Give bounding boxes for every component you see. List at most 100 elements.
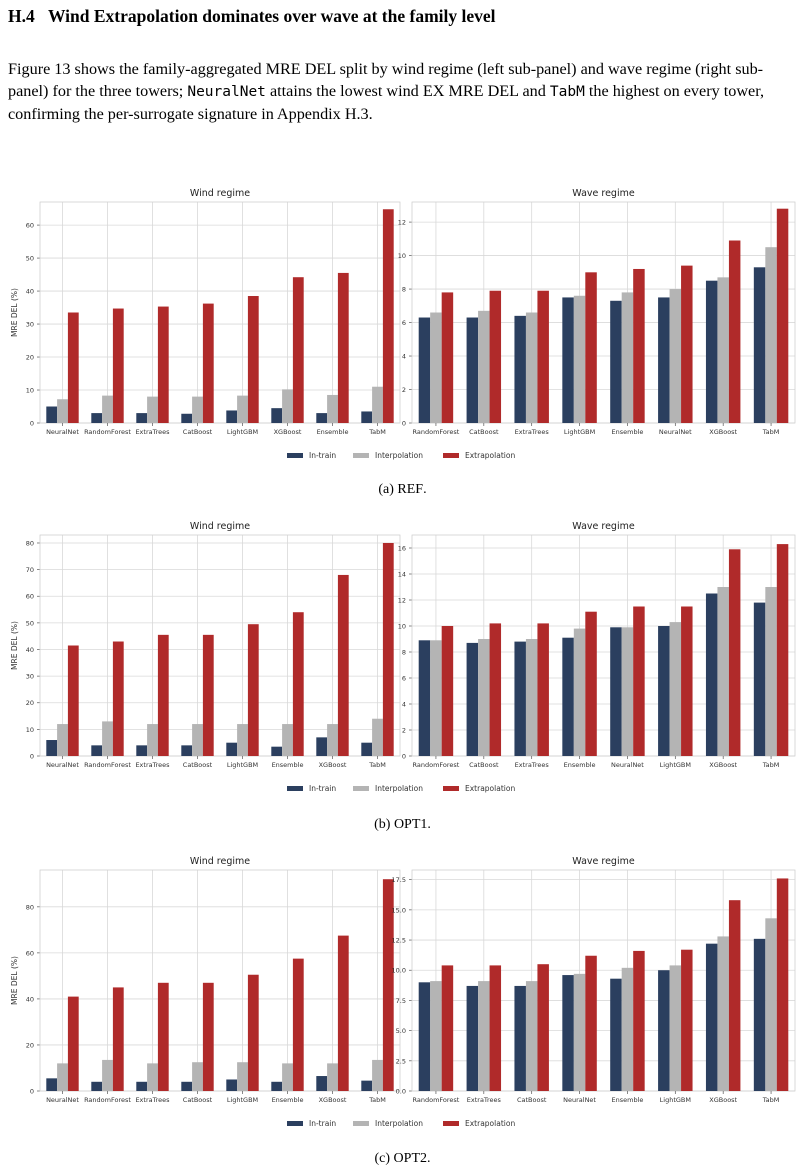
bar-extrapolation-lightgbm <box>247 296 259 423</box>
y-tick-label: 30 <box>26 321 34 329</box>
chart-title: Wind regime <box>190 856 250 867</box>
caption-ref-prefix: (a) <box>378 482 398 497</box>
chart-panel-wave: Wave regime 0 2 4 6 8 10 12 14 16 RandomForest CatB… <box>398 521 796 769</box>
bar-in-train-xgboost <box>705 280 718 423</box>
bar-extrapolation-catboost <box>489 623 502 756</box>
x-tick-label: NeuralNet <box>563 1096 596 1104</box>
bar-in-train-lightgbm <box>658 970 670 1091</box>
x-tick-label: TabM <box>762 761 780 769</box>
y-axis-label: MRE DEL (%) <box>10 956 19 1005</box>
y-tick-label: 0 <box>30 420 34 428</box>
x-tick-label: TabM <box>762 1096 780 1104</box>
bar-extrapolation-xgboost <box>337 574 349 756</box>
x-tick-label: LightGBM <box>227 1096 258 1104</box>
y-tick-label: 0 <box>30 1088 34 1096</box>
bar-in-train-ensemble <box>610 300 622 423</box>
y-axis-label: MRE DEL (%) <box>10 621 19 670</box>
bar-interpolation-neuralnet <box>57 1063 68 1092</box>
bar-interpolation-catboost <box>478 639 490 756</box>
legend-label-extrapolation: Extrapolation <box>465 1119 515 1128</box>
bar-extrapolation-randomforest <box>112 308 124 423</box>
plot-frame <box>411 534 796 757</box>
y-tick-label: 30 <box>26 673 34 681</box>
bar-extrapolation-ensemble <box>585 611 597 756</box>
y-tick-label: 12.5 <box>392 937 406 945</box>
bar-interpolation-lightgbm <box>237 1062 248 1091</box>
chart-title: Wave regime <box>572 188 635 199</box>
bar-in-train-tabm <box>361 1080 373 1091</box>
y-tick-label: 12 <box>398 597 406 605</box>
bar-extrapolation-tabm <box>382 209 394 423</box>
bar-extrapolation-ensemble <box>633 950 645 1091</box>
y-tick-label: 16 <box>398 545 406 553</box>
figure-opt2: Wind regime 0 20 40 60 80 NeuralNet RandomFores… <box>0 848 805 1138</box>
bar-interpolation-catboost <box>192 396 203 423</box>
x-tick-label: ExtraTrees <box>515 761 550 769</box>
bar-interpolation-xgboost <box>327 724 338 756</box>
bar-interpolation-xgboost <box>717 936 729 1091</box>
chart-title: Wind regime <box>190 188 250 199</box>
plot-frame <box>39 201 401 424</box>
y-tick-label: 2 <box>402 727 406 735</box>
bar-in-train-catboost <box>181 413 193 423</box>
legend-label-in-train: In-train <box>309 1119 336 1128</box>
bar-interpolation-extratrees <box>478 981 490 1091</box>
chart-title: Wave regime <box>572 856 635 867</box>
plot-frame <box>411 869 796 1092</box>
bar-extrapolation-catboost <box>489 290 502 423</box>
bar-extrapolation-tabm <box>382 542 394 756</box>
y-tick-label: 40 <box>26 646 34 654</box>
plot-frame <box>39 869 401 1092</box>
bar-in-train-lightgbm <box>226 742 238 756</box>
y-tick-label: 60 <box>26 949 34 957</box>
bar-interpolation-tabm <box>765 918 777 1091</box>
legend-label-in-train: In-train <box>309 784 336 793</box>
legend-label-interpolation: Interpolation <box>375 784 423 793</box>
bar-in-train-catboost <box>466 642 479 756</box>
x-tick-label: Ensemble <box>564 761 596 769</box>
bar-interpolation-ensemble <box>282 1063 293 1092</box>
bar-in-train-neuralnet <box>46 740 58 756</box>
bar-interpolation-xgboost <box>282 389 293 423</box>
y-tick-label: 6 <box>402 319 406 327</box>
bar-in-train-randomforest <box>91 1081 103 1091</box>
legend-swatch-interpolation <box>353 1121 369 1126</box>
y-tick-label: 20 <box>26 699 34 707</box>
bar-extrapolation-neuralnet <box>67 312 79 423</box>
bar-extrapolation-lightgbm <box>585 272 597 423</box>
bar-extrapolation-catboost <box>537 964 549 1091</box>
bar-in-train-catboost <box>181 1081 193 1091</box>
legend-swatch-in-train <box>287 786 303 791</box>
x-tick-label: RandomForest <box>413 1096 460 1104</box>
y-tick-label: 40 <box>26 288 34 296</box>
bar-extrapolation-tabm <box>776 878 789 1091</box>
bar-extrapolation-neuralnet <box>681 265 693 423</box>
x-tick-label: CatBoost <box>469 761 499 769</box>
bar-extrapolation-tabm <box>776 208 789 423</box>
bar-in-train-randomforest <box>418 982 431 1091</box>
x-tick-label: CatBoost <box>183 428 213 436</box>
bar-in-train-extratrees <box>136 745 148 756</box>
bar-interpolation-lightgbm <box>669 622 682 756</box>
bar-extrapolation-lightgbm <box>681 949 693 1091</box>
chart-panel-wind: Wind regime 0 10 20 30 40 50 60 NeuralNet RandomF… <box>10 188 401 436</box>
bar-in-train-neuralnet <box>610 627 622 756</box>
x-tick-label: NeuralNet <box>659 428 692 436</box>
x-tick-label: LightGBM <box>227 761 258 769</box>
code-neuralnet: NeuralNet <box>187 84 266 100</box>
x-tick-label: TabM <box>368 1096 386 1104</box>
bar-interpolation-randomforest <box>102 1059 113 1091</box>
bar-interpolation-catboost <box>478 310 490 423</box>
bar-interpolation-xgboost <box>327 1063 338 1092</box>
caption-ref-name: REF <box>397 482 424 497</box>
x-tick-label: NeuralNet <box>46 428 79 436</box>
bar-in-train-extratrees <box>514 641 526 756</box>
bar-interpolation-extratrees <box>147 1063 158 1092</box>
plot-frame <box>411 201 796 424</box>
y-tick-label: 10 <box>398 623 406 631</box>
legend: In-train Interpolation Extrapolation <box>287 1119 515 1128</box>
bar-interpolation-extratrees <box>147 396 158 423</box>
x-tick-label: TabM <box>368 428 386 436</box>
